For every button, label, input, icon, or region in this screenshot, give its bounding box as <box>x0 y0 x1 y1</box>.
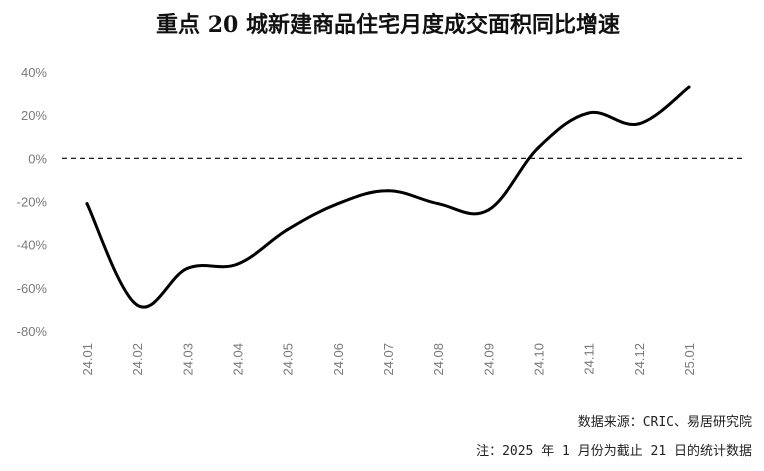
x-tick-label: 24.10 <box>532 343 547 376</box>
data-point-24.02 <box>135 303 139 307</box>
data-points <box>85 85 691 307</box>
series-line <box>85 85 691 309</box>
data-point-24.11 <box>587 111 591 115</box>
y-tick-label: 0% <box>28 151 47 166</box>
y-tick-label: 40% <box>21 65 47 80</box>
x-tick-label: 24.01 <box>80 343 95 376</box>
x-tick-label: 24.09 <box>481 343 496 376</box>
x-tick-label: 24.12 <box>632 343 647 376</box>
source-note: 数据来源：CRIC、易居研究院 <box>578 415 752 430</box>
y-axis-ticks: 40% 20% 0% -20% -40% -60% -80% <box>17 65 48 339</box>
data-point-24.08 <box>436 202 440 206</box>
x-tick-label: 24.05 <box>281 343 296 376</box>
x-tick-label: 24.03 <box>180 343 195 376</box>
data-point-24.06 <box>336 202 340 206</box>
x-tick-label: 24.02 <box>130 343 145 376</box>
y-tick-label: -40% <box>17 238 48 253</box>
y-tick-label: -80% <box>17 324 48 339</box>
data-point-24.01 <box>85 202 89 206</box>
x-tick-label: 24.06 <box>331 343 346 376</box>
y-tick-label: -60% <box>17 281 48 296</box>
data-point-24.03 <box>185 266 189 270</box>
data-point-24.10 <box>537 146 540 150</box>
data-point-24.07 <box>386 189 390 193</box>
x-tick-label: 25.01 <box>682 343 697 376</box>
y-tick-label: 20% <box>21 108 47 123</box>
data-point-25.01 <box>687 85 691 89</box>
x-tick-label: 24.07 <box>381 343 396 376</box>
data-point-24.09 <box>486 208 490 212</box>
y-tick-label: -20% <box>17 195 48 210</box>
chart-title: 重点 20 城新建商品住宅月度成交面积同比增速 <box>156 12 620 38</box>
data-point-24.12 <box>637 122 641 126</box>
data-point-24.05 <box>286 228 290 232</box>
x-tick-label: 24.11 <box>582 343 597 375</box>
x-tick-label: 24.08 <box>431 343 446 376</box>
footnote: 注：2025 年 1 月份为截止 21 日的统计数据 <box>476 443 752 459</box>
data-point-24.04 <box>236 262 239 266</box>
x-axis-ticks: 24.01 24.02 24.03 24.04 24.05 24.06 24.07 24.08… <box>80 343 697 376</box>
x-tick-label: 24.04 <box>231 343 246 376</box>
